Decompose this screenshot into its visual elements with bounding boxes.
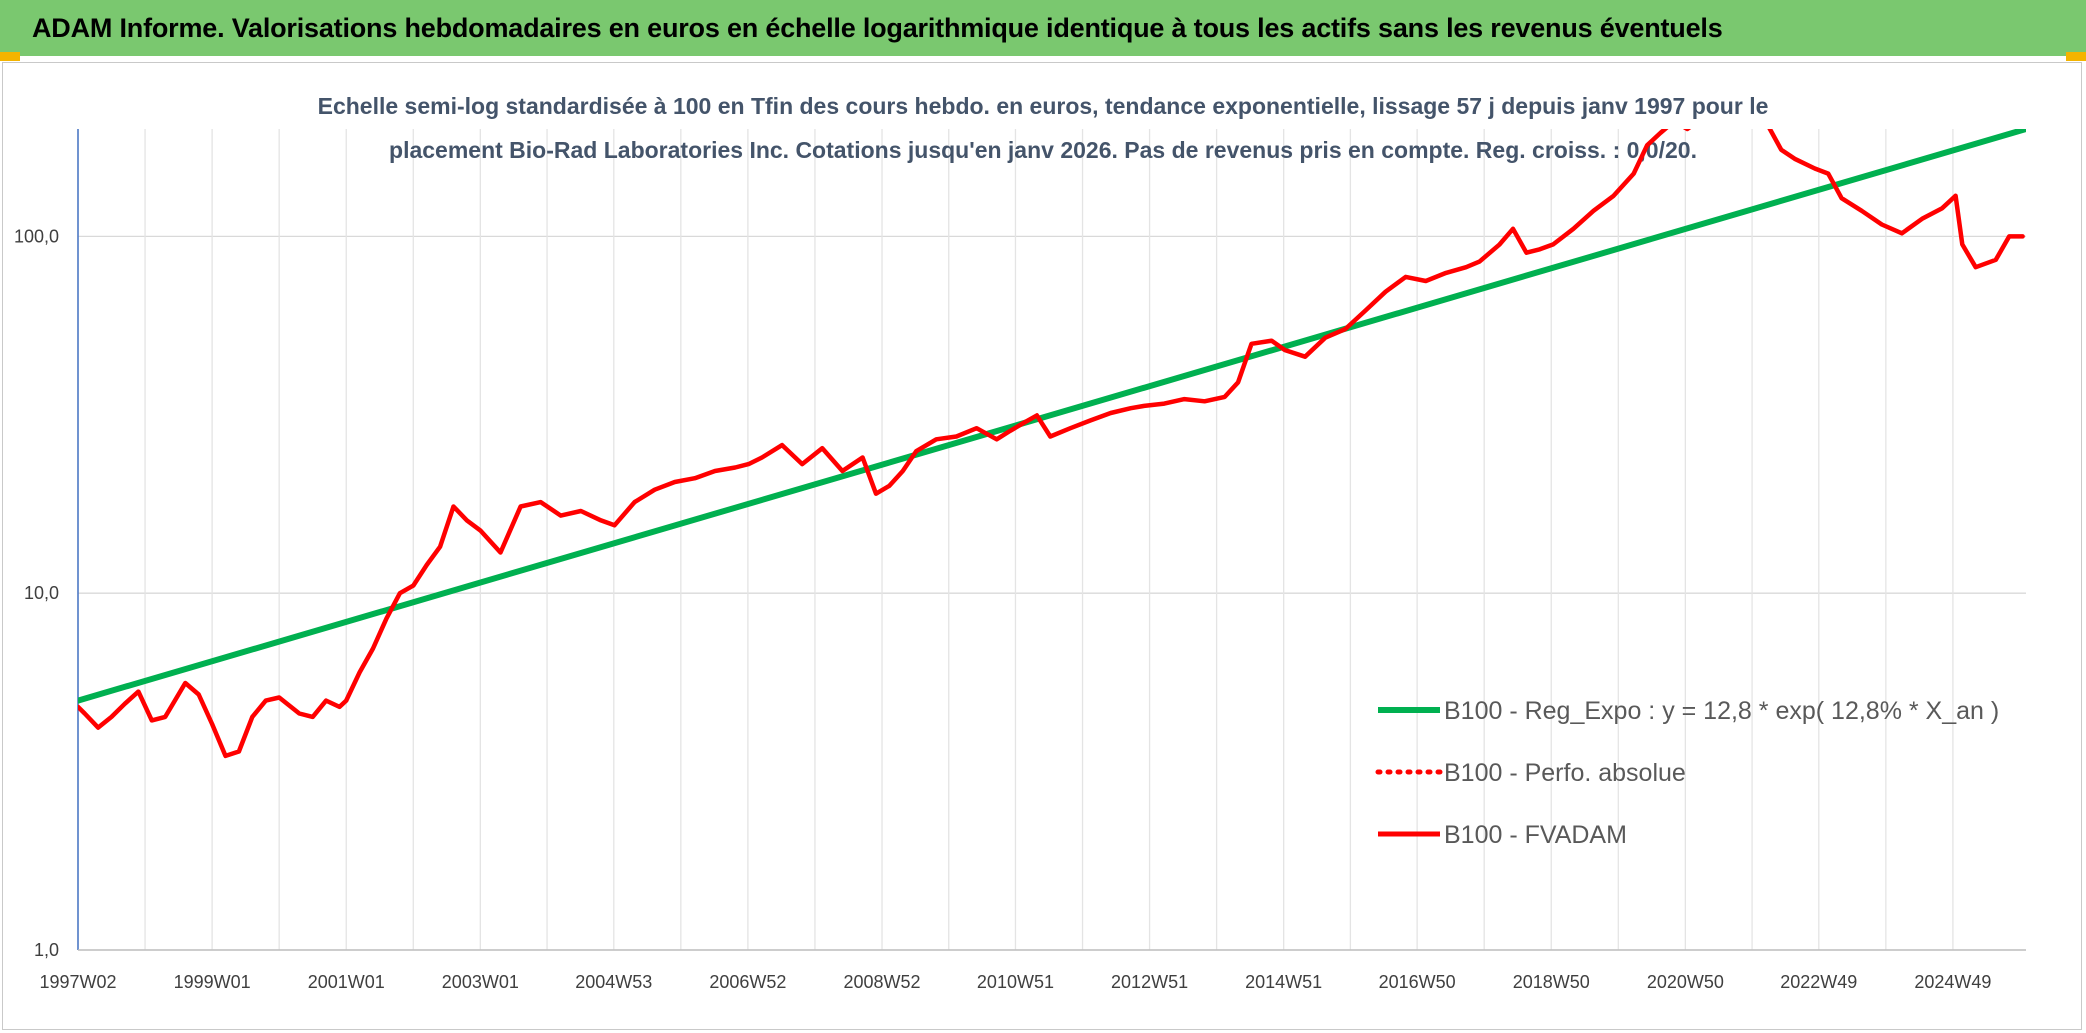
axes-layer <box>77 129 2026 951</box>
x-tick-label-0: 1997W02 <box>39 972 116 992</box>
chart-frame <box>2 62 2082 1030</box>
legend-label-perfo-absolue: B100 - Perfo. absolue <box>1444 759 1686 787</box>
series-reg-expo-line <box>78 129 2026 704</box>
tick-labels: 1,0 10,0 100,0 1997W02 1999W01 2001W01 2003W01… <box>14 226 1991 992</box>
legend-label-fvadam: B100 - FVADAM <box>1444 821 1627 849</box>
series-fvadam-line <box>78 129 2025 759</box>
y-tick-label-2: 100,0 <box>14 226 59 246</box>
banner-title: ADAM Informe. Valorisations hebdomadaire… <box>32 12 1723 43</box>
series-layer <box>78 129 2026 759</box>
x-tick-label-14: 2024W49 <box>1914 972 1991 992</box>
legend-label-reg-expo: B100 - Reg_Expo : y = 12,8 * exp( 12,8% … <box>1444 697 1999 725</box>
x-tick-label-2: 2001W01 <box>308 972 385 992</box>
x-tick-label-9: 2014W51 <box>1245 972 1322 992</box>
x-tick-label-11: 2018W50 <box>1513 972 1590 992</box>
x-tick-label-5: 2006W52 <box>709 972 786 992</box>
grid-layer <box>77 129 2026 951</box>
x-tick-label-4: 2004W53 <box>575 972 652 992</box>
x-tick-label-3: 2003W01 <box>442 972 519 992</box>
x-tick-label-13: 2022W49 <box>1780 972 1857 992</box>
x-tick-label-6: 2008W52 <box>843 972 920 992</box>
x-tick-label-7: 2010W51 <box>977 972 1054 992</box>
y-tick-label-1: 10,0 <box>24 583 59 603</box>
x-tick-label-1: 1999W01 <box>174 972 251 992</box>
chart-title-line-1: Echelle semi-log standardisée à 100 en T… <box>318 93 1769 119</box>
y-tick-label-0: 1,0 <box>34 940 59 960</box>
chart-title-line-2: placement Bio-Rad Laboratories Inc. Cota… <box>389 137 1697 163</box>
x-tick-label-8: 2012W51 <box>1111 972 1188 992</box>
corner-mark-left <box>0 52 20 61</box>
x-tick-label-10: 2016W50 <box>1379 972 1456 992</box>
header-banner: ADAM Informe. Valorisations hebdomadaire… <box>0 0 2086 56</box>
corner-mark-right <box>2066 52 2086 61</box>
legend: B100 - Reg_Expo : y = 12,8 * exp( 12,8% … <box>1375 697 1999 849</box>
x-tick-label-12: 2020W50 <box>1647 972 1724 992</box>
